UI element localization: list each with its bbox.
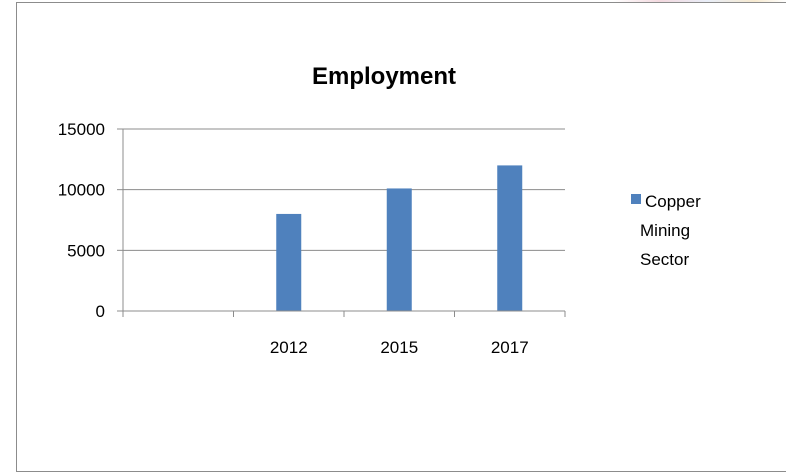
bar-2015 xyxy=(386,188,412,311)
legend-label-line-1: Copper xyxy=(645,192,701,211)
gridlines xyxy=(123,128,565,251)
y-tick-label-2: 10000 xyxy=(58,181,105,200)
bars xyxy=(276,165,523,311)
legend-label-line-2: Mining xyxy=(640,221,690,240)
x-tick-label-2017: 2017 xyxy=(491,338,529,357)
legend-label-line-3: Sector xyxy=(640,250,689,269)
x-tick-label-2012: 2012 xyxy=(270,338,308,357)
x-axis-ticks: 2012 2015 2017 xyxy=(122,311,566,357)
y-tick-label-0: 0 xyxy=(96,302,105,321)
bar-2017 xyxy=(497,165,523,311)
bar-2012 xyxy=(276,213,302,311)
y-tick-label-3: 15000 xyxy=(58,120,105,139)
y-tick-label-1: 5000 xyxy=(67,241,105,260)
legend: Copper Mining Sector xyxy=(631,192,701,269)
legend-swatch xyxy=(631,194,641,204)
y-axis-ticks: 0 5000 10000 15000 xyxy=(58,120,123,321)
x-tick-label-2015: 2015 xyxy=(380,338,418,357)
chart-title: Employment xyxy=(312,63,456,90)
